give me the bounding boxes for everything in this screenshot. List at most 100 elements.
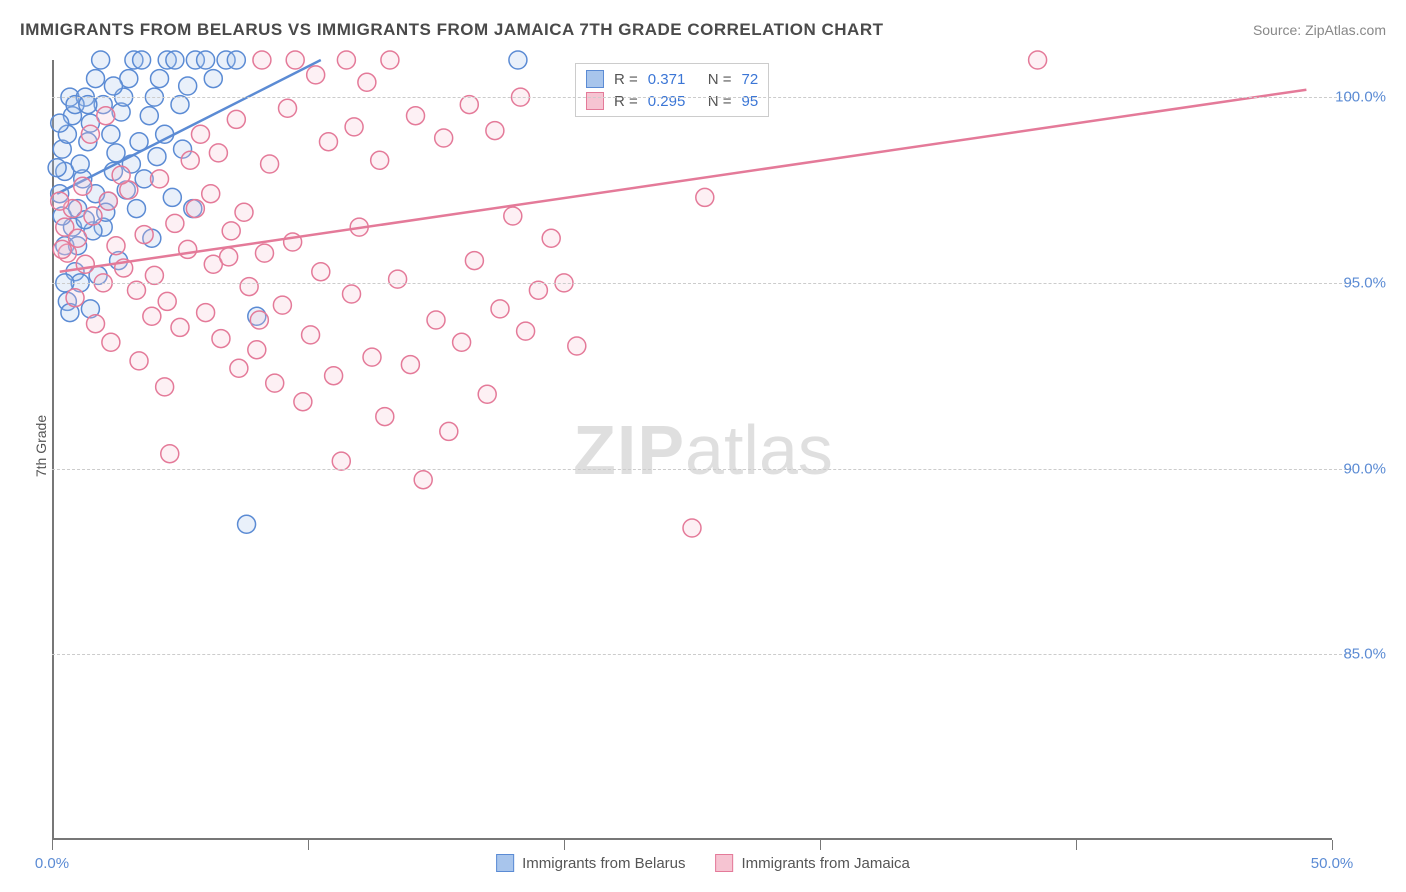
scatter-point bbox=[343, 285, 361, 303]
scatter-point bbox=[279, 99, 297, 117]
scatter-point bbox=[179, 77, 197, 95]
gridline-h bbox=[52, 469, 1352, 470]
scatter-point bbox=[130, 352, 148, 370]
scatter-point bbox=[389, 270, 407, 288]
scatter-point bbox=[220, 248, 238, 266]
y-tick-label: 95.0% bbox=[1343, 274, 1386, 291]
scatter-point bbox=[460, 96, 478, 114]
chart-svg bbox=[52, 60, 1332, 840]
scatter-point bbox=[92, 51, 110, 69]
gridline-h bbox=[52, 283, 1352, 284]
scatter-point bbox=[179, 240, 197, 258]
scatter-point bbox=[197, 51, 215, 69]
y-tick-label: 85.0% bbox=[1343, 646, 1386, 663]
scatter-point bbox=[197, 304, 215, 322]
scatter-point bbox=[440, 422, 458, 440]
scatter-point bbox=[240, 278, 258, 296]
x-tick-label: 0.0% bbox=[35, 855, 69, 872]
scatter-point bbox=[127, 281, 145, 299]
gridline-h bbox=[52, 654, 1352, 655]
scatter-point bbox=[227, 110, 245, 128]
scatter-point bbox=[568, 337, 586, 355]
scatter-point bbox=[212, 330, 230, 348]
scatter-point bbox=[158, 292, 176, 310]
scatter-point bbox=[363, 348, 381, 366]
scatter-point bbox=[250, 311, 268, 329]
scatter-point bbox=[87, 70, 105, 88]
scatter-point bbox=[286, 51, 304, 69]
legend-top-row-jamaica: R = 0.295 N = 95 bbox=[586, 90, 758, 112]
y-axis-label: 7th Grade bbox=[33, 415, 49, 477]
scatter-point bbox=[238, 515, 256, 533]
scatter-point bbox=[97, 107, 115, 125]
legend-r-label: R = bbox=[614, 93, 638, 110]
source-attribution: Source: ZipAtlas.com bbox=[1253, 22, 1386, 38]
legend-bottom-jamaica: Immigrants from Jamaica bbox=[716, 854, 910, 872]
legend-r-label: R = bbox=[614, 71, 638, 88]
scatter-point bbox=[163, 188, 181, 206]
scatter-point bbox=[332, 452, 350, 470]
scatter-point bbox=[325, 367, 343, 385]
scatter-point bbox=[345, 118, 363, 136]
legend-bottom-belarus: Immigrants from Belarus bbox=[496, 854, 685, 872]
scatter-point bbox=[509, 51, 527, 69]
scatter-point bbox=[696, 188, 714, 206]
scatter-point bbox=[371, 151, 389, 169]
legend-bottom-label-belarus: Immigrants from Belarus bbox=[522, 855, 685, 872]
legend-n-value-jamaica: 95 bbox=[742, 93, 759, 110]
x-tick bbox=[308, 840, 309, 850]
scatter-point bbox=[202, 185, 220, 203]
scatter-point bbox=[376, 408, 394, 426]
y-tick-label: 100.0% bbox=[1335, 89, 1386, 106]
scatter-point bbox=[209, 144, 227, 162]
source-link[interactable]: ZipAtlas.com bbox=[1305, 22, 1386, 38]
legend-n-label: N = bbox=[708, 71, 732, 88]
scatter-point bbox=[453, 333, 471, 351]
scatter-point bbox=[84, 207, 102, 225]
scatter-point bbox=[71, 155, 89, 173]
legend-n-value-belarus: 72 bbox=[742, 71, 759, 88]
scatter-point bbox=[529, 281, 547, 299]
scatter-point bbox=[102, 333, 120, 351]
scatter-point bbox=[151, 70, 169, 88]
scatter-point bbox=[261, 155, 279, 173]
scatter-point bbox=[107, 237, 125, 255]
scatter-point bbox=[53, 240, 71, 258]
scatter-point bbox=[102, 125, 120, 143]
scatter-point bbox=[99, 192, 117, 210]
scatter-point bbox=[204, 70, 222, 88]
legend-bottom-swatch-jamaica bbox=[716, 854, 734, 872]
scatter-point bbox=[51, 192, 69, 210]
scatter-point bbox=[435, 129, 453, 147]
legend-r-value-jamaica: 0.295 bbox=[648, 93, 698, 110]
scatter-point bbox=[1029, 51, 1047, 69]
scatter-point bbox=[171, 318, 189, 336]
scatter-point bbox=[407, 107, 425, 125]
scatter-point bbox=[107, 144, 125, 162]
scatter-point bbox=[151, 170, 169, 188]
scatter-point bbox=[273, 296, 291, 314]
scatter-point bbox=[337, 51, 355, 69]
scatter-point bbox=[504, 207, 522, 225]
x-tick bbox=[1076, 840, 1077, 850]
scatter-point bbox=[319, 133, 337, 151]
scatter-point bbox=[66, 289, 84, 307]
legend-swatch-belarus bbox=[586, 70, 604, 88]
scatter-point bbox=[145, 266, 163, 284]
scatter-point bbox=[255, 244, 273, 262]
scatter-point bbox=[191, 125, 209, 143]
scatter-point bbox=[112, 166, 130, 184]
scatter-point bbox=[156, 378, 174, 396]
scatter-point bbox=[104, 77, 122, 95]
scatter-point bbox=[222, 222, 240, 240]
scatter-point bbox=[312, 263, 330, 281]
scatter-point bbox=[248, 341, 266, 359]
source-label: Source: bbox=[1253, 22, 1305, 38]
scatter-point bbox=[381, 51, 399, 69]
legend-top: R = 0.371 N = 72 R = 0.295 N = 95 bbox=[575, 63, 769, 117]
scatter-point bbox=[127, 200, 145, 218]
legend-r-value-belarus: 0.371 bbox=[648, 71, 698, 88]
scatter-point bbox=[542, 229, 560, 247]
scatter-point bbox=[181, 151, 199, 169]
scatter-point bbox=[230, 359, 248, 377]
